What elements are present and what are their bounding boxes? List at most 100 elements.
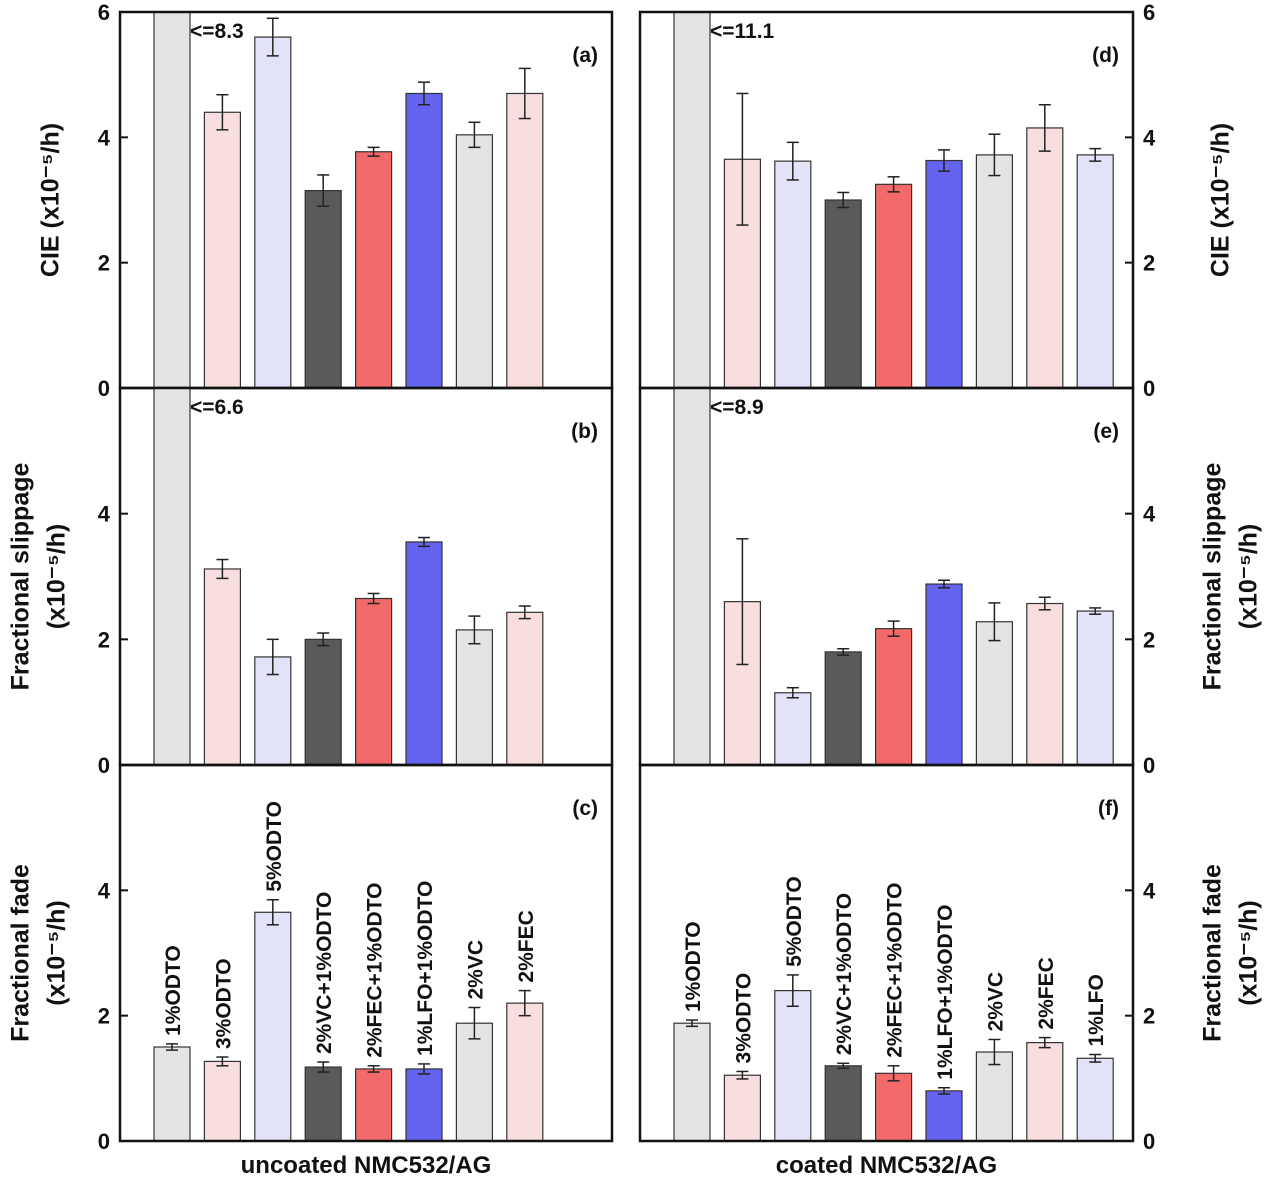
category-label: 1%ODTO: [162, 945, 185, 1036]
x-axis-label: coated NMC532/AG: [776, 1152, 997, 1179]
bar: [673, 12, 711, 388]
y-tick-label: 6: [98, 0, 110, 25]
panel-label: (b): [571, 420, 598, 443]
error-bar: [1089, 1053, 1102, 1063]
y-axis-label: (x10⁻⁵/h): [1235, 524, 1263, 630]
bar: [874, 628, 913, 765]
plot-frame: [638, 763, 1135, 1143]
error-bar: [1038, 103, 1051, 152]
error-bar: [418, 1063, 430, 1075]
error-bar: [686, 1019, 698, 1028]
bar: [405, 541, 443, 765]
bar: [975, 621, 1014, 765]
bars: [673, 388, 1114, 765]
error-bar: [266, 17, 279, 57]
y-tick-label: 2: [98, 251, 110, 276]
y-tick-label: 4: [1143, 878, 1156, 903]
bar: [355, 1068, 393, 1141]
bar: [925, 159, 963, 388]
error-bar: [468, 1006, 481, 1040]
y-axis-label: Fractional fade: [7, 864, 35, 1042]
error-bar: [1038, 1036, 1051, 1049]
bar: [203, 568, 241, 765]
y-tick-label: 6: [1143, 0, 1155, 25]
panel-label: (a): [572, 44, 598, 67]
bar: [304, 190, 342, 388]
bar: [153, 1046, 191, 1141]
panel-label: (f): [1098, 797, 1119, 820]
error-bar: [317, 174, 330, 208]
y-axis-label: CIE (x10⁻⁵/h): [1207, 123, 1235, 277]
bar: [673, 388, 711, 765]
bar: [774, 989, 812, 1141]
bar: [723, 1074, 762, 1141]
y-tick-label: 4: [1143, 502, 1156, 527]
value-label: <=8.9: [710, 396, 764, 419]
y-axis-label: (x10⁻⁵/h): [43, 900, 71, 1006]
bar: [506, 1002, 544, 1141]
y-tick-label: 2: [1143, 627, 1155, 652]
error-bar: [887, 1065, 900, 1082]
bars: [153, 12, 544, 388]
category-label: 1%LFO: [1085, 974, 1108, 1046]
y-tick-label: 4: [1143, 125, 1156, 150]
bar: [774, 160, 812, 388]
error-bar: [216, 558, 229, 580]
error-bar: [367, 592, 380, 605]
error-bar: [367, 1065, 380, 1073]
category-label: 5%ODTO: [263, 801, 286, 892]
y-tick-label: 0: [1143, 1129, 1155, 1154]
y-axis-label: (x10⁻⁵/h): [43, 524, 71, 630]
y-tick-label: 4: [98, 878, 111, 903]
value-label: <=6.6: [190, 396, 244, 419]
error-bar: [317, 1061, 330, 1073]
plot-frame: [118, 763, 614, 1143]
error-bar: [518, 67, 531, 120]
bar: [1026, 127, 1064, 388]
error-bar: [938, 1086, 950, 1095]
error-bar: [216, 1056, 229, 1067]
error-bar: [266, 898, 279, 926]
y-tick-label: 2: [1143, 251, 1155, 276]
bar: [304, 638, 342, 765]
error-bar: [988, 1038, 1001, 1066]
bar: [153, 12, 191, 388]
category-label: 2%FEC+1%ODTO: [884, 883, 907, 1058]
y-tick-label: 0: [98, 1129, 110, 1154]
panel-label: (d): [1092, 44, 1119, 67]
panel-label: (e): [1093, 420, 1119, 443]
error-bar: [938, 579, 950, 589]
error-bar: [317, 632, 330, 647]
bar: [153, 388, 191, 765]
bar: [355, 597, 393, 765]
bars: [673, 12, 1114, 388]
bar: [506, 92, 544, 388]
bar: [506, 611, 544, 765]
bar: [1076, 154, 1114, 388]
y-axis-label: CIE (x10⁻⁵/h): [37, 123, 65, 277]
error-bar: [938, 149, 950, 172]
bar: [1026, 1042, 1064, 1141]
error-bar: [786, 686, 799, 699]
bar: [824, 651, 862, 765]
bar: [874, 183, 913, 388]
error-bar: [786, 974, 799, 1008]
error-bar: [266, 638, 279, 676]
bars: [153, 388, 544, 765]
bar: [304, 1066, 342, 1141]
y-axis-label: (x10⁻⁵/h): [1235, 900, 1263, 1006]
bar: [925, 583, 963, 765]
value-label: <=11.1: [710, 20, 775, 43]
category-label: 1%LFO+1%ODTO: [414, 881, 437, 1056]
y-tick-label: 2: [98, 627, 110, 652]
bar: [874, 1072, 913, 1141]
category-label: 2%FEC: [515, 910, 538, 982]
y-tick-label: 4: [98, 125, 111, 150]
bar: [975, 1051, 1014, 1141]
error-bar: [837, 191, 850, 209]
bar: [254, 36, 292, 388]
error-bar: [1038, 596, 1051, 611]
error-bar: [1089, 607, 1102, 615]
y-tick-label: 2: [98, 1004, 110, 1029]
y-tick-label: 4: [98, 502, 111, 527]
